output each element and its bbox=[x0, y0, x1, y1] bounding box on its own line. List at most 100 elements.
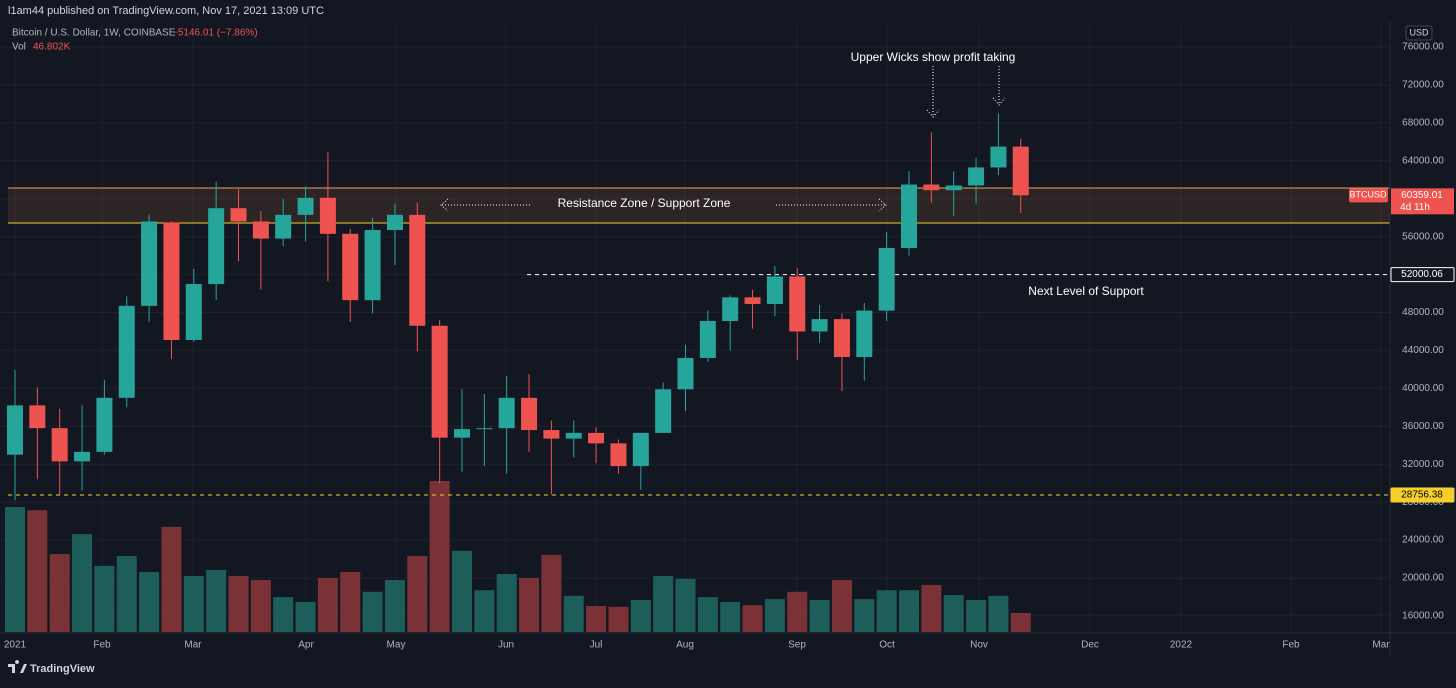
candle-body bbox=[74, 451, 91, 462]
x-tick-label: Nov bbox=[970, 640, 988, 651]
y-tick-label: 56000.00 bbox=[1402, 231, 1444, 242]
y-tick-label: 24000.00 bbox=[1402, 535, 1444, 546]
x-tick-label: May bbox=[387, 640, 406, 651]
volume-bar bbox=[94, 565, 115, 632]
volume-bar bbox=[250, 580, 271, 632]
currency-box bbox=[1405, 25, 1433, 41]
candle-body bbox=[923, 184, 940, 191]
y-tick-label: 36000.00 bbox=[1402, 421, 1444, 432]
candle-body bbox=[96, 397, 113, 452]
candle-body bbox=[856, 310, 873, 358]
y-tick-label: 44000.00 bbox=[1402, 345, 1444, 356]
header-bar bbox=[0, 0, 1456, 22]
x-tick-label: Apr bbox=[298, 640, 314, 651]
volume-bar bbox=[474, 590, 495, 632]
annotation: Resistance Zone / Support Zone bbox=[558, 196, 731, 210]
candle-body bbox=[118, 305, 135, 398]
volume-bar bbox=[183, 575, 204, 632]
volume-bar bbox=[384, 580, 405, 632]
symbol-tag bbox=[1349, 188, 1388, 203]
volume-bar bbox=[340, 571, 361, 632]
x-tick-label: 2021 bbox=[4, 640, 27, 651]
volume-bar bbox=[317, 578, 338, 632]
change-legend: −5146.01 (−7.86%) bbox=[172, 28, 258, 39]
currency: USD bbox=[1409, 27, 1429, 37]
candle-body bbox=[968, 167, 985, 186]
y-tick-label: 48000.00 bbox=[1402, 307, 1444, 318]
volume-bar bbox=[362, 591, 383, 632]
x-tick-label: 2022 bbox=[1170, 640, 1193, 651]
level-label: 28756.38 bbox=[1401, 490, 1443, 501]
volume-bar bbox=[452, 550, 472, 632]
volume-bar bbox=[608, 606, 629, 632]
volume-value: 46.802K bbox=[33, 42, 71, 53]
candle-body bbox=[1012, 146, 1029, 196]
volume-bar bbox=[854, 599, 875, 632]
y-tick-label: 64000.00 bbox=[1402, 155, 1444, 166]
candle-body bbox=[29, 405, 46, 429]
volume-bar bbox=[429, 481, 450, 632]
volume-bar bbox=[5, 506, 25, 632]
volume-bar bbox=[675, 578, 696, 632]
volume-bar bbox=[921, 584, 942, 632]
candle-body bbox=[252, 221, 269, 239]
candle-body bbox=[878, 248, 895, 311]
candle-body bbox=[565, 432, 582, 439]
y-tick-label: 68000.00 bbox=[1402, 118, 1444, 129]
candle-body bbox=[275, 214, 292, 239]
candle-body bbox=[990, 146, 1007, 168]
y-tick-label: 72000.00 bbox=[1402, 80, 1444, 91]
x-tick-label: Dec bbox=[1081, 640, 1099, 651]
candle-body bbox=[766, 276, 783, 304]
level-label: 52000.06 bbox=[1401, 269, 1443, 280]
footer-brand: TradingView bbox=[30, 663, 95, 675]
volume-bar bbox=[161, 526, 182, 632]
volume-bar bbox=[206, 569, 227, 632]
candle-body bbox=[789, 276, 806, 332]
candle-body bbox=[342, 233, 359, 301]
volume-bar bbox=[742, 605, 763, 632]
volume-bar bbox=[988, 595, 1009, 632]
y-tick-label: 40000.00 bbox=[1402, 383, 1444, 394]
y-tick-label: 16000.00 bbox=[1402, 611, 1444, 622]
level-tag bbox=[1390, 487, 1455, 503]
level-tag bbox=[1390, 267, 1455, 283]
candle-body bbox=[588, 432, 605, 444]
x-tick-label: Jun bbox=[498, 640, 514, 651]
volume-bar bbox=[809, 599, 830, 632]
volume-bar bbox=[49, 554, 70, 632]
volume-bar bbox=[519, 578, 540, 632]
candle-body bbox=[901, 184, 917, 249]
x-tick-label: Oct bbox=[879, 640, 895, 651]
candle-body bbox=[945, 185, 962, 191]
candle-body bbox=[722, 297, 739, 322]
candle-body bbox=[543, 430, 560, 439]
x-tick-label: Jul bbox=[590, 640, 603, 651]
volume-bar bbox=[966, 599, 987, 632]
volume-bar bbox=[72, 534, 93, 632]
candle-body bbox=[521, 397, 538, 431]
candle-body bbox=[7, 405, 23, 455]
price-tag bbox=[1391, 188, 1454, 215]
candle-body bbox=[163, 222, 180, 340]
volume-bar bbox=[899, 590, 919, 632]
annotation: Upper Wicks show profit taking bbox=[851, 50, 1016, 64]
candle-body bbox=[699, 321, 716, 359]
volume-bar bbox=[496, 573, 517, 632]
x-tick-label: Feb bbox=[93, 640, 111, 651]
candle-body bbox=[185, 284, 202, 340]
volume-bar bbox=[228, 575, 249, 632]
candle-body bbox=[655, 389, 672, 433]
candle-body bbox=[744, 297, 761, 304]
candle-body bbox=[51, 428, 68, 462]
volume-bar bbox=[720, 601, 741, 632]
volume-bar bbox=[116, 556, 137, 632]
x-tick-label: Sep bbox=[788, 640, 806, 651]
candle-body bbox=[677, 358, 694, 390]
x-tick-label: Mar bbox=[1372, 640, 1390, 651]
volume-bar bbox=[407, 556, 428, 632]
candle-body bbox=[386, 214, 403, 231]
volume-bar bbox=[876, 590, 897, 632]
